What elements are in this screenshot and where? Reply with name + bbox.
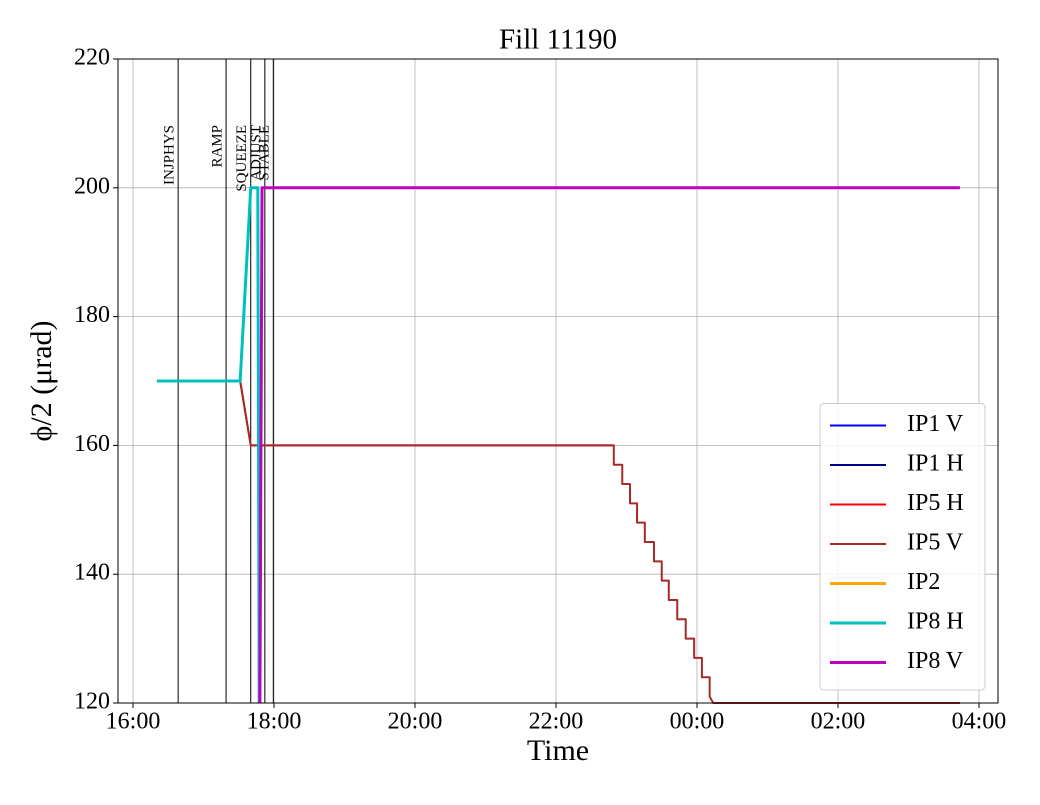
- legend-label: IP2: [907, 569, 940, 595]
- mode-label: INJPHYS: [162, 125, 178, 185]
- y-tick-label: 140: [74, 560, 110, 586]
- y-tick-label: 180: [74, 302, 110, 328]
- legend-label: IP8 H: [907, 609, 964, 635]
- chart-title: Fill 11190: [499, 24, 617, 56]
- x-axis-label: Time: [527, 734, 589, 767]
- axes-frame: [117, 58, 999, 704]
- legend-box: [819, 403, 986, 691]
- legend-label: IP5 V: [907, 530, 964, 556]
- mode-label: ADJUST: [248, 125, 264, 181]
- series-line: [156, 186, 261, 704]
- mode-label: SQUEEZE: [234, 125, 250, 192]
- series-line: [258, 186, 960, 704]
- y-axis-label: ϕ/2 (μrad): [25, 321, 58, 442]
- x-tick-label: 22:00: [529, 709, 584, 735]
- x-tick-label: 16:00: [106, 709, 161, 735]
- x-tick-label: 00:00: [670, 709, 725, 735]
- x-tick-label: 02:00: [811, 709, 866, 735]
- series-line: [156, 380, 614, 447]
- legend-label: IP1 H: [907, 451, 964, 477]
- y-tick-label: 160: [74, 431, 110, 457]
- mode-label: STABLE: [257, 125, 273, 180]
- x-tick-label: 20:00: [388, 709, 443, 735]
- legend-label: IP8 V: [907, 648, 964, 674]
- legend-label: IP5 H: [907, 490, 964, 516]
- x-tick-label: 18:00: [247, 709, 302, 735]
- x-tick-label: 04:00: [952, 709, 1007, 735]
- y-tick-label: 220: [74, 45, 110, 71]
- y-tick-label: 120: [74, 689, 110, 715]
- series-line: [156, 380, 960, 704]
- mode-label: RAMP: [210, 125, 226, 168]
- y-tick-label: 200: [74, 173, 110, 199]
- legend-label: IP1 V: [907, 411, 964, 437]
